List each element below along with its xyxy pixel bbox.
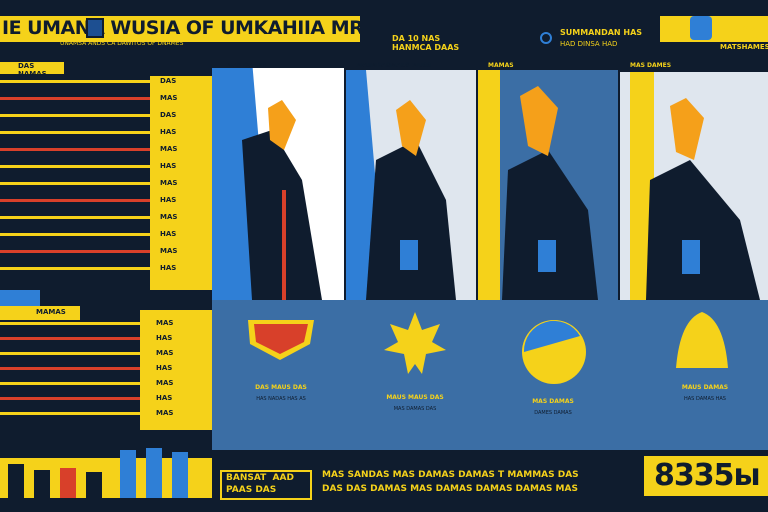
icon-1-label: DAS MAUS DAS bbox=[255, 384, 307, 391]
footer-line-1: MAS SANDAS MAS DAMAS DAMAS T MAMMAS DAS bbox=[322, 470, 579, 480]
maple-leaf-icon bbox=[382, 310, 448, 380]
bar bbox=[86, 472, 102, 498]
row-label: HAS bbox=[160, 264, 177, 272]
bar bbox=[8, 464, 24, 498]
row-line bbox=[0, 233, 150, 236]
figure-panel-1 bbox=[212, 60, 344, 300]
lower-row-line bbox=[0, 412, 140, 415]
shield-icon bbox=[246, 318, 316, 366]
icon-4-label: MAUS DAMAS bbox=[681, 384, 729, 391]
icon-2-sub: MAS DAMAS DAS bbox=[393, 406, 437, 412]
row-label: DAS bbox=[160, 111, 177, 119]
left-panel-title: DAS NAMAS bbox=[0, 62, 64, 78]
bar bbox=[146, 448, 162, 498]
row-line bbox=[0, 267, 150, 270]
badge-icon bbox=[540, 32, 552, 44]
icon-3-sub: DAMES DAMAS bbox=[534, 410, 572, 416]
figure-2-illustration bbox=[346, 60, 476, 300]
bar bbox=[60, 468, 76, 498]
row-line bbox=[0, 148, 150, 151]
row-line bbox=[0, 97, 150, 100]
row-label: DAS bbox=[160, 77, 177, 85]
row-label: MAS bbox=[160, 94, 178, 102]
globe-icon bbox=[520, 318, 588, 390]
lower-row-line bbox=[0, 382, 140, 385]
bottom-bars bbox=[0, 440, 212, 512]
row-label: HAS bbox=[160, 196, 177, 204]
icon-3-label: MAS DAMAS bbox=[532, 398, 574, 405]
figure-4-label: MAS DAMES bbox=[630, 62, 672, 69]
dome-icon bbox=[672, 310, 732, 374]
figure-3-illustration bbox=[478, 60, 618, 300]
figure-panel-2 bbox=[346, 60, 476, 300]
big-number: 8335ы bbox=[644, 456, 768, 496]
header-right-text-3: HAD DINSA HAD bbox=[560, 40, 618, 48]
bar bbox=[120, 450, 136, 498]
lower-row-label: MAS bbox=[156, 379, 174, 387]
figure-1-label: MAS DAANS bbox=[226, 62, 267, 69]
header-right-block bbox=[360, 16, 660, 42]
row-label: HAS bbox=[160, 230, 177, 238]
lower-row-line bbox=[0, 322, 140, 325]
lower-row-label: HAS bbox=[156, 364, 173, 372]
footer-box bbox=[220, 470, 312, 500]
corner-text: MATS DAD MAS DAGNS UAST NANTHS MATSHAMES bbox=[720, 16, 768, 51]
footer-line-2: DAS DAS DAMAS MAS DAMAS DAMAS DAMAS MAS bbox=[322, 484, 578, 494]
figure-3-label: MAMAS bbox=[488, 62, 514, 69]
icon-2-label: MAUS MAUS DAS bbox=[386, 394, 444, 401]
footer-box-text: BANSAT AAD PAAS DAS bbox=[226, 473, 294, 495]
lower-row-label: MAS bbox=[156, 319, 174, 327]
icon-1-sub: HAS NADAS HAS AS bbox=[256, 396, 306, 402]
lower-row-label: MAS bbox=[156, 409, 174, 417]
row-label: HAS bbox=[160, 162, 177, 170]
left-label-column bbox=[150, 76, 212, 290]
row-line bbox=[0, 199, 150, 202]
lower-row-label: HAS bbox=[156, 334, 173, 342]
row-line bbox=[0, 216, 150, 219]
row-label: MAS bbox=[160, 213, 178, 221]
lower-row-line bbox=[0, 367, 140, 370]
bar bbox=[172, 452, 188, 498]
row-line bbox=[0, 165, 150, 168]
lower-label-column bbox=[140, 310, 212, 430]
row-line bbox=[0, 114, 150, 117]
page-title: IE UMANA WUSIA OF UMKAHIIA MRB 3 B| bbox=[2, 17, 423, 39]
row-label: MAS bbox=[160, 145, 178, 153]
figure-panel-3 bbox=[478, 60, 618, 300]
lower-row-line bbox=[0, 352, 140, 355]
header-right-text-2: SUMMANDAN HAS bbox=[560, 28, 643, 37]
row-label: MAS bbox=[160, 179, 178, 187]
row-label: MAS bbox=[160, 247, 178, 255]
icon-4-sub: HAS DAMAS HAS bbox=[684, 396, 726, 402]
bar bbox=[34, 470, 50, 498]
lower-row-label: MAS bbox=[156, 349, 174, 357]
figure-4-illustration bbox=[620, 60, 768, 300]
portrait-icon bbox=[86, 18, 104, 38]
lower-row-line bbox=[0, 397, 140, 400]
row-line bbox=[0, 250, 150, 253]
figure-2-label: MAUNDASMAUS MUSS bbox=[356, 62, 432, 69]
lamp-icon bbox=[690, 16, 712, 40]
row-line bbox=[0, 182, 150, 185]
figure-1-illustration bbox=[212, 60, 344, 300]
row-label: HAS bbox=[160, 128, 177, 136]
figure-panel-4 bbox=[620, 60, 768, 300]
lower-row-label: HAS bbox=[156, 394, 173, 402]
header-subtitle: UNAMSA ANDS CA DAWITOS OF DNAMES bbox=[60, 40, 184, 47]
lower-row-line bbox=[0, 337, 140, 340]
lower-panel-title: MAMAS bbox=[0, 306, 80, 320]
header-right-text: DA 10 NAS HANMCA DAAS bbox=[392, 34, 460, 52]
row-line bbox=[0, 131, 150, 134]
row-line bbox=[0, 80, 150, 83]
